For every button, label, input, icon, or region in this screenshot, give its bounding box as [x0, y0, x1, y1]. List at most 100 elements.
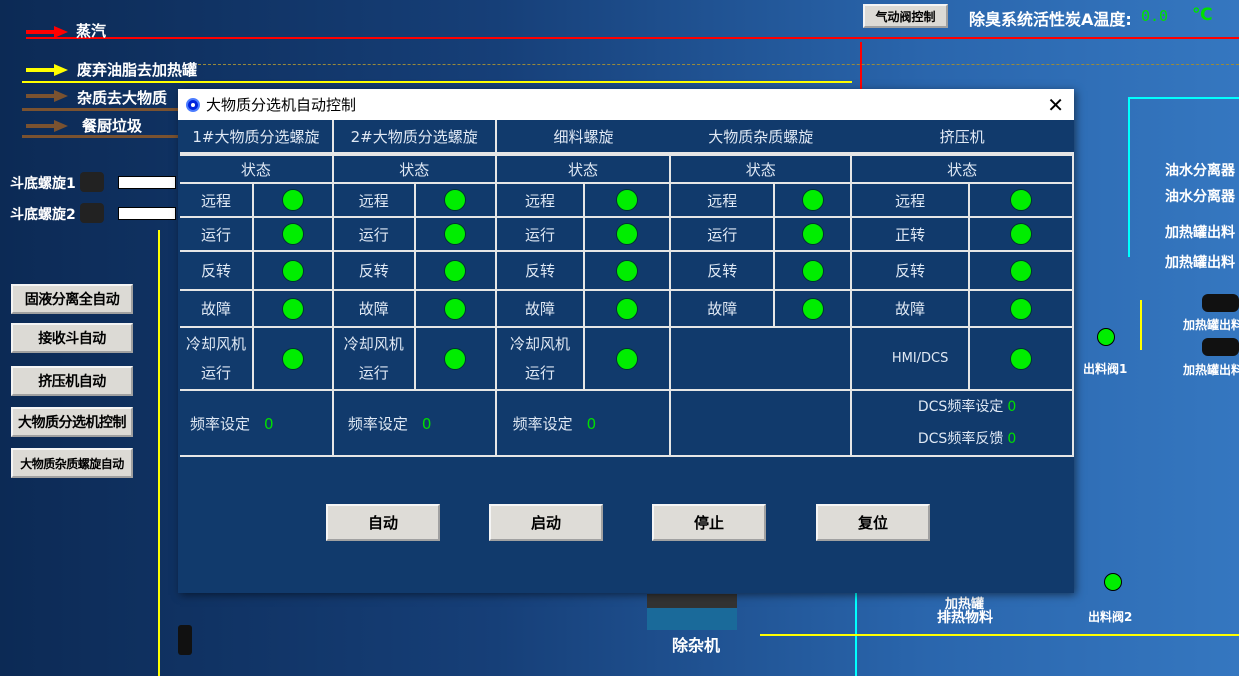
outlet-valve-2-label: 出料阀2: [1088, 610, 1133, 624]
status-header: 状态: [850, 153, 1074, 184]
col-header-1: 1#大物质分选螺旋: [180, 120, 334, 156]
status-lamp: [1010, 297, 1033, 320]
impurity-screw-auto-button[interactable]: 大物质杂质螺旋自动: [11, 448, 133, 478]
hmi-dcs-label: HMI/DCS: [850, 326, 971, 391]
solid-liquid-auto-button[interactable]: 固液分离全自动: [11, 284, 133, 314]
heat-tank-out-label-3: 加热罐出料: [1183, 318, 1239, 332]
freq-label: 频率设定: [190, 414, 251, 433]
oil-separator-label-2: 油水分离器: [1165, 189, 1235, 205]
pump-icon: [1202, 338, 1239, 356]
impurity-arrow-icon: [26, 90, 68, 102]
status-lamp: [281, 347, 304, 370]
sorter-auto-control-dialog: 大物质分选机自动控制 ✕ 1#大物质分选螺旋 2#大物质分选螺旋 细料螺旋 大物…: [178, 89, 1074, 593]
close-icon[interactable]: ✕: [1047, 93, 1064, 117]
legend-kitchen: 餐厨垃圾: [82, 117, 143, 135]
freq-value: 0: [586, 414, 597, 433]
row-label: 反转: [331, 250, 416, 291]
status-lamp: [444, 189, 467, 211]
status-lamp: [1010, 223, 1033, 245]
status-lamp: [616, 223, 639, 245]
kitchen-arrow-icon: [26, 120, 68, 132]
col-header-3: 细料螺旋: [495, 120, 671, 156]
start-button[interactable]: 启动: [489, 504, 603, 541]
row-label: 反转: [850, 250, 971, 291]
dialog-title: 大物质分选机自动控制: [206, 96, 357, 114]
status-lamp: [444, 259, 467, 282]
dialog-titlebar[interactable]: 大物质分选机自动控制 ✕: [178, 89, 1074, 120]
row-label: 故障: [669, 289, 776, 328]
col-header-4: 大物质杂质螺旋: [670, 120, 852, 156]
screw-conveyor-icon: [118, 176, 176, 189]
freq-label: 频率设定: [512, 414, 573, 433]
status-lamp: [801, 259, 824, 282]
cooling-fan-label: 冷却风机: [343, 334, 404, 353]
dcs-freq-feedback-label: DCS频率反馈: [917, 431, 1004, 447]
valve-status-lamp: [1097, 328, 1115, 346]
freq-value: 0: [264, 414, 274, 433]
status-lamp: [444, 297, 467, 320]
cooling-fan-run-label: 运行: [200, 363, 231, 382]
impurity-remover-label: 除杂机: [672, 636, 721, 655]
stop-button[interactable]: 停止: [652, 504, 766, 541]
cooling-fan-label: 冷却风机: [510, 334, 571, 353]
status-lamp: [616, 297, 639, 320]
cooling-fan-run-label: 运行: [525, 363, 556, 382]
reset-button[interactable]: 复位: [816, 504, 930, 541]
valve-status-lamp: [1104, 573, 1122, 591]
status-header: 状态: [180, 153, 334, 184]
row-label: 反转: [494, 250, 586, 291]
status-lamp: [281, 259, 304, 282]
motor-icon: [80, 203, 104, 223]
row-label: 故障: [850, 289, 971, 328]
heat-tank-out-label-2: 加热罐出料: [1165, 255, 1235, 271]
screw-conveyor-icon: [118, 207, 176, 220]
dcs-freq-feedback-value: 0: [1007, 431, 1017, 447]
status-lamp: [616, 347, 639, 370]
heat-tank-out-label-4: 加热罐出料: [1183, 363, 1239, 377]
pump-icon: [1202, 294, 1239, 312]
row-label: 远程: [494, 182, 586, 218]
freq-label: 频率设定: [347, 414, 408, 433]
screw2-label: 斗底螺旋2: [10, 207, 76, 223]
steam-arrow-icon: [26, 26, 68, 38]
sorter-control-button[interactable]: 大物质分选机控制: [11, 407, 133, 437]
cooling-fan-label: 冷却风机: [185, 334, 246, 353]
status-lamp: [281, 297, 304, 320]
status-table: 1#大物质分选螺旋 2#大物质分选螺旋 细料螺旋 大物质杂质螺旋 挤压机 状态 …: [180, 120, 1074, 457]
row-label: 正转: [850, 216, 971, 252]
legend-steam: 蒸汽: [76, 22, 107, 40]
oil-separator-label-1: 油水分离器: [1165, 163, 1235, 179]
status-lamp: [281, 223, 304, 245]
status-lamp: [281, 189, 304, 211]
receiving-hopper-auto-button[interactable]: 接收斗自动: [11, 323, 133, 353]
status-lamp: [616, 259, 639, 282]
row-label: 远程: [669, 182, 776, 218]
motor-icon: [80, 172, 104, 192]
status-header: 状态: [669, 153, 853, 184]
row-label: 故障: [494, 289, 586, 328]
valve-control-button[interactable]: 气动阀控制: [863, 4, 948, 28]
row-label: 运行: [180, 216, 254, 252]
row-label: 运行: [494, 216, 586, 252]
row-label: 远程: [331, 182, 416, 218]
col-header-2: 2#大物质分选螺旋: [332, 120, 497, 156]
impurity-remover-icon: [647, 594, 737, 630]
row-label: 反转: [669, 250, 776, 291]
status-lamp: [801, 297, 824, 320]
status-lamp: [1010, 347, 1033, 370]
status-lamp: [801, 189, 824, 211]
status-lamp: [616, 189, 639, 211]
row-label: 运行: [331, 216, 416, 252]
extruder-auto-button[interactable]: 挤压机自动: [11, 366, 133, 396]
temp-label: 除臭系统活性炭A温度:: [969, 10, 1132, 29]
heat-tank-label: 加热罐: [945, 597, 985, 612]
freq-value: 0: [421, 414, 432, 433]
col-header-5: 挤压机: [851, 120, 1073, 156]
status-lamp: [801, 223, 824, 245]
row-label: 运行: [669, 216, 776, 252]
auto-button[interactable]: 自动: [326, 504, 440, 541]
signal-light-icon: [178, 625, 192, 655]
discharge-label: 排热物料: [937, 610, 993, 626]
legend-grease: 废弃油脂去加热罐: [77, 61, 198, 79]
row-label: 远程: [850, 182, 971, 218]
